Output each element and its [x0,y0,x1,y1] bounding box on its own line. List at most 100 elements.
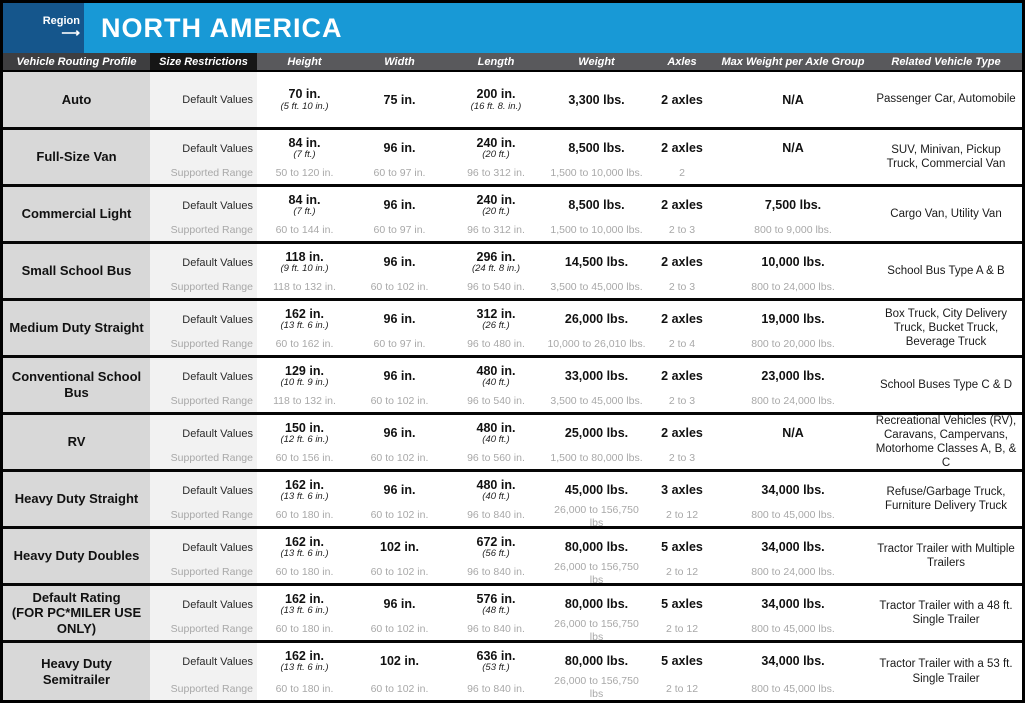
axles-cell: 5 axles 2 to 12 [648,586,716,640]
height-default-subvalue: (10 ft. 9 in.) [280,377,329,389]
weight-default-value: 80,000 lbs. [564,654,629,669]
related-vehicle-type-cell: School Buses Type C & D [870,358,1022,412]
weight-cell: 25,000 lbs. 1,500 to 80,000 lbs. [545,415,648,469]
height-supported-range: 60 to 162 in. [275,338,334,350]
weight-cell: 26,000 lbs. 10,000 to 26,010 lbs. [545,301,648,355]
height-cell: 162 in. (13 ft. 6 in.) 60 to 180 in. [257,586,352,640]
table-row: Auto Default Values Supported Range 70 i… [3,72,1022,130]
length-default-subvalue: (20 ft.) [482,206,510,218]
max-weight-per-axle-cell: 34,000 lbs. 800 to 45,000 lbs. [716,472,870,526]
profile-name: Full-Size Van [36,149,117,165]
supported-range-label: Supported Range [170,338,253,350]
weight-supported-range: 26,000 to 156,750 lbs [554,618,639,640]
axles-supported-range: 2 to 12 [665,623,699,635]
axles-default-value: 3 axles [661,483,703,498]
profile-name: Auto [61,91,92,107]
vehicle-profile-cell: Heavy Duty Doubles [3,529,150,583]
axles-cell: 3 axles 2 to 12 [648,472,716,526]
axles-cell: 5 axles 2 to 12 [648,643,716,700]
width-supported-range: 60 to 102 in. [370,395,429,407]
length-cell: 636 in. (53 ft.) 96 to 840 in. [447,643,545,700]
profile-name: Heavy Duty Straight [14,491,139,507]
region-banner: Region ⟶ NORTH AMERICA [3,3,1022,53]
height-cell: 150 in. (12 ft. 6 in.) 60 to 156 in. [257,415,352,469]
column-header-width: Width [352,53,447,70]
height-supported-range: 50 to 120 in. [275,167,334,179]
region-title: NORTH AMERICA [101,12,343,43]
related-vehicle-type-cell: Refuse/Garbage Truck, Furniture Delivery… [870,472,1022,526]
width-default-value: 102 in. [380,540,419,555]
weight-default-value: 14,500 lbs. [564,255,629,270]
axles-default-value: 5 axles [661,654,703,669]
max-axle-supported-range: 800 to 24,000 lbs. [751,281,835,293]
max-axle-default-value: N/A [782,92,804,107]
weight-default-value: 26,000 lbs. [564,312,629,327]
height-cell: 84 in. (7 ft.) 60 to 144 in. [257,187,352,241]
height-default-subvalue: (13 ft. 6 in.) [280,548,329,560]
related-vehicle-type-cell: Tractor Trailer with Multiple Trailers [870,529,1022,583]
vehicle-profile-cell: Conventional School Bus [3,358,150,412]
width-cell: 96 in. 60 to 97 in. [352,301,447,355]
weight-supported-range: 26,000 to 156,750 lbs [554,504,639,526]
length-cell: 240 in. (20 ft.) 96 to 312 in. [447,187,545,241]
default-values-label: Default Values [182,256,253,269]
vehicle-profile-cell: Default Rating (FOR PC*MILER USE ONLY) [3,586,150,640]
weight-default-value: 8,500 lbs. [568,198,625,213]
height-supported-range: 60 to 156 in. [275,452,334,464]
axles-cell: 2 axles 2 to 3 [648,187,716,241]
column-header-length: Length [447,53,545,70]
length-default-subvalue: (16 ft. 8. in.) [470,100,522,112]
supported-range-label: Supported Range [170,395,253,407]
default-values-label: Default Values [182,94,253,106]
right-arrow-icon: ⟶ [61,24,80,40]
length-default-value: 480 in. [476,420,516,435]
width-cell: 96 in. 60 to 97 in. [352,187,447,241]
height-default-subvalue: (13 ft. 6 in.) [280,491,329,503]
length-default-subvalue: (40 ft.) [482,434,510,446]
related-vehicle-type: Cargo Van, Utility Van [890,207,1002,220]
width-default-value: 102 in. [380,654,419,669]
table-row: Heavy Duty Straight Default Values Suppo… [3,472,1022,529]
weight-supported-range: 10,000 to 26,010 lbs. [547,338,646,350]
related-vehicle-type-cell: Cargo Van, Utility Van [870,187,1022,241]
height-default-subvalue: (12 ft. 6 in.) [280,434,329,446]
axles-default-value: 2 axles [661,369,703,384]
weight-supported-range: 1,500 to 10,000 lbs. [550,167,643,179]
default-values-label: Default Values [182,142,253,155]
axles-supported-range: 2 to 3 [668,395,696,407]
max-axle-default-value: N/A [782,141,804,156]
height-cell: 70 in. (5 ft. 10 in.) [257,72,352,127]
max-weight-per-axle-cell: 23,000 lbs. 800 to 24,000 lbs. [716,358,870,412]
profile-name: Heavy Duty Doubles [13,548,140,564]
vehicle-profile-cell: RV [3,415,150,469]
supported-range-label: Supported Range [170,224,253,236]
axles-supported-range: 2 to 3 [668,281,696,293]
height-default-value: 162 in. [285,477,324,492]
max-weight-per-axle-cell: 34,000 lbs. 800 to 24,000 lbs. [716,529,870,583]
height-supported-range: 60 to 144 in. [275,224,334,236]
width-supported-range: 60 to 102 in. [370,623,429,635]
supported-range-label: Supported Range [170,167,253,179]
height-default-subvalue: (7 ft.) [293,149,316,161]
height-default-value: 84 in. [288,135,321,150]
related-vehicle-type-cell: Passenger Car, Automobile [870,72,1022,127]
width-cell: 96 in. 60 to 102 in. [352,244,447,298]
related-vehicle-type: School Bus Type A & B [887,264,1005,277]
related-vehicle-type-cell: Tractor Trailer with a 48 ft. Single Tra… [870,586,1022,640]
weight-supported-range: 26,000 to 156,750 lbs [554,675,639,700]
max-weight-per-axle-cell: 34,000 lbs. 800 to 45,000 lbs. [716,643,870,700]
height-supported-range: 118 to 132 in. [273,395,336,407]
height-cell: 129 in. (10 ft. 9 in.) 118 to 132 in. [257,358,352,412]
related-vehicle-type-cell: Tractor Trailer with a 53 ft. Single Tra… [870,643,1022,700]
size-restrictions-cell: Default Values Supported Range [150,415,257,469]
width-cell: 96 in. 60 to 102 in. [352,415,447,469]
height-default-value: 84 in. [288,192,321,207]
axles-supported-range: 2 to 3 [668,452,696,464]
weight-supported-range: 3,500 to 45,000 lbs. [550,395,643,407]
column-header-size-restrictions: Size Restrictions [150,53,257,70]
length-default-subvalue: (53 ft.) [482,662,510,674]
default-values-label: Default Values [182,541,253,554]
length-default-subvalue: (40 ft.) [482,377,510,389]
table-row: Medium Duty Straight Default Values Supp… [3,301,1022,358]
